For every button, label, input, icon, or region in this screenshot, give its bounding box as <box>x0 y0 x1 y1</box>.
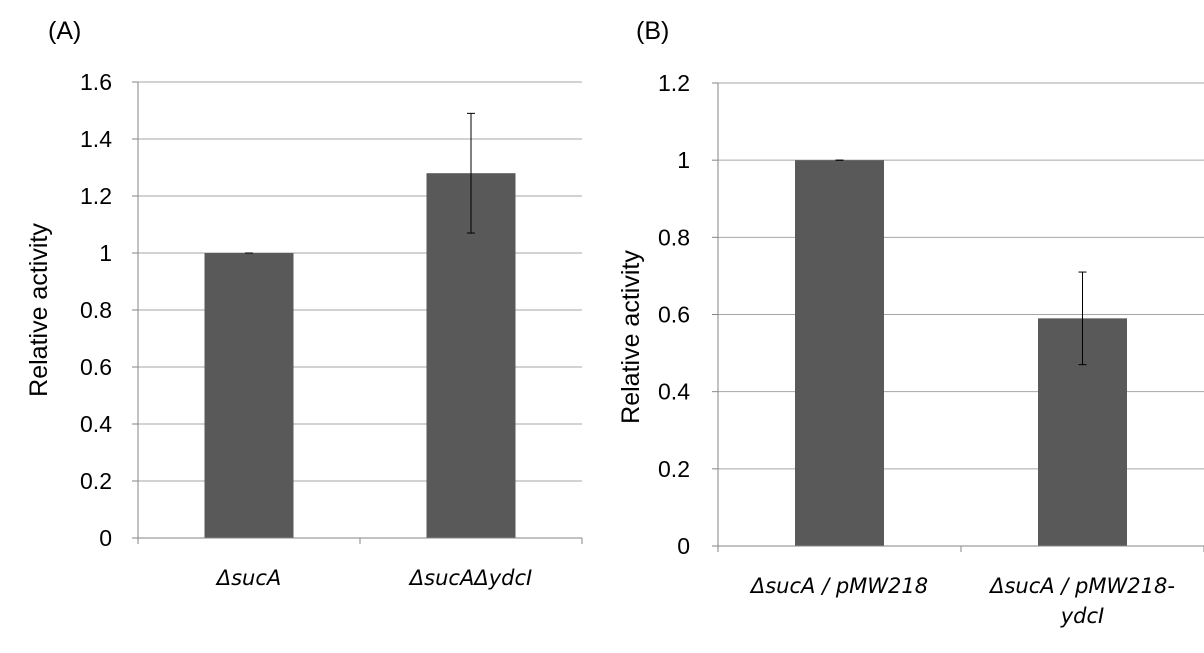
y-tick-label: 1.6 <box>80 69 112 95</box>
y-tick-label: 0.4 <box>80 411 112 437</box>
y-tick-label: 1 <box>677 147 690 173</box>
y-tick-label: 0 <box>677 533 690 559</box>
panel-label-a: (A) <box>48 17 81 45</box>
bars-a <box>204 112 516 538</box>
category-label: ΔsucA <box>215 566 282 590</box>
y-tick-label: 1.2 <box>658 70 690 96</box>
gridlines-b <box>718 82 1204 470</box>
y-tick-labels-b: 0 0.2 0.4 0.6 0.8 1 1.2 <box>658 70 690 559</box>
axes-b <box>712 82 1204 552</box>
category-label: ΔsucAΔydcI <box>408 566 532 590</box>
bar <box>204 253 294 538</box>
y-axis-label-a: Relative activity <box>25 223 53 397</box>
y-tick-label: 0.6 <box>658 302 690 328</box>
y-tick-label: 1 <box>99 240 112 266</box>
y-tick-label: 0 <box>99 525 112 551</box>
y-tick-label: 0.4 <box>658 379 690 405</box>
bar <box>426 173 516 538</box>
y-tick-label: 0.6 <box>80 354 112 380</box>
category-labels-b: ΔsucA / pMW218 ΔsucA / pMW218- ydcI <box>749 574 1175 628</box>
category-labels-a: ΔsucA ΔsucAΔydcI <box>215 566 532 590</box>
y-tick-label: 0.2 <box>80 468 112 494</box>
y-tick-label: 1.4 <box>80 126 112 152</box>
y-tick-labels-a: 0 0.2 0.4 0.6 0.8 1 1.2 1.4 1.6 <box>80 69 112 551</box>
category-label: ΔsucA / pMW218- <box>988 574 1175 598</box>
y-axis-label-b: Relative activity <box>617 250 645 424</box>
panel-label-b: (B) <box>636 17 669 45</box>
chart-a: (A) Relative activity 0 0.2 0.4 0.6 0.8 1 1.2 1… <box>25 17 583 590</box>
category-label: ydcI <box>1060 604 1105 628</box>
category-label: ΔsucA / pMW218 <box>749 574 928 598</box>
y-tick-label: 1.2 <box>80 183 112 209</box>
chart-b: (B) Relative activity 00.20.40.60.811.2 … <box>617 17 1204 628</box>
y-tick-label: 0.8 <box>658 224 690 250</box>
axes-a <box>132 81 583 544</box>
bars-b <box>795 159 1127 546</box>
bar <box>795 160 884 546</box>
y-tick-label: 0.2 <box>658 456 690 482</box>
y-tick-label: 0.8 <box>80 297 112 323</box>
